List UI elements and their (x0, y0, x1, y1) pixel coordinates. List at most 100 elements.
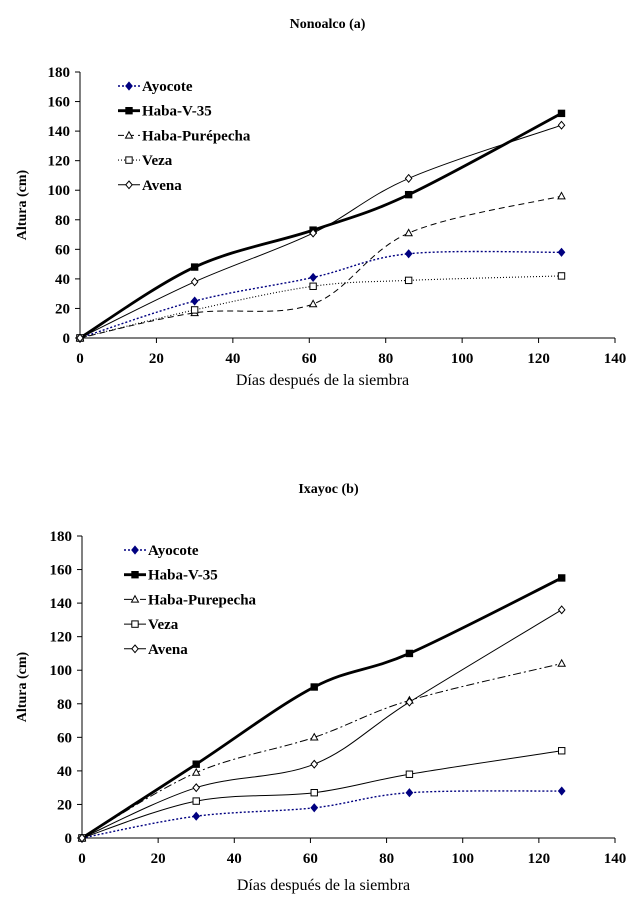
data-point (308, 299, 318, 308)
legend-label: Haba-Purépecha (142, 128, 251, 144)
data-point (557, 247, 566, 257)
data-point (192, 797, 200, 805)
series-line (79, 275, 562, 339)
legend-marker (125, 81, 133, 91)
data-point (310, 759, 319, 769)
series-haba-v-35 (78, 574, 566, 842)
legend-marker (131, 644, 139, 654)
data-point (309, 282, 317, 290)
data-point (310, 803, 319, 813)
data-point (557, 120, 566, 130)
data-point (309, 272, 317, 282)
data-point (309, 732, 319, 741)
chart-nonoalco: Nonoalco (a) 0 20 40 60 80 100 120 140 160 180 0 20 4… (15, 17, 626, 389)
chart-title: Nonoalco (a) (290, 17, 366, 32)
legend-label: Ayocote (142, 79, 193, 95)
x-tick-label: 120 (527, 351, 550, 367)
legend-item: Veza (118, 153, 173, 169)
y-axis-title: Altura (cm) (15, 169, 30, 240)
data-point (310, 683, 318, 691)
legend-marker (131, 620, 139, 628)
x-tick-label: 100 (451, 351, 474, 367)
series-haba-v-35 (76, 109, 566, 342)
y-tick-label: 140 (48, 124, 71, 140)
x-tick-label: 20 (151, 851, 166, 867)
chart-ixayoc: Ixayoc (b) 0 20 40 60 80 100 120 140 160 180 0 20 40 6… (15, 482, 626, 894)
series-avena (78, 605, 566, 843)
x-tick-label: 100 (451, 851, 474, 867)
data-point (404, 228, 413, 237)
data-point (558, 574, 566, 582)
data-point (557, 786, 566, 796)
legend-item: Haba-Purepecha (124, 592, 257, 608)
y-tick-label: 100 (48, 183, 71, 199)
series-ayocote (76, 247, 566, 343)
data-point (192, 760, 200, 768)
legend-label: Haba-Purepecha (148, 592, 257, 608)
y-tick-label: 120 (48, 154, 71, 170)
data-point (78, 833, 86, 843)
series-line (79, 112, 563, 340)
y-tick-label: 160 (50, 563, 73, 579)
data-point (309, 228, 317, 238)
y-tick-label: 100 (50, 663, 73, 679)
x-tick-label: 120 (528, 851, 551, 867)
legend-label: Avena (142, 178, 182, 194)
y-axis-title: Altura (cm) (15, 651, 30, 722)
series-veza (76, 272, 566, 342)
data-point (557, 109, 566, 118)
legend-item: Avena (124, 642, 188, 658)
legend-marker (130, 594, 140, 603)
data-point (190, 296, 199, 306)
series-line (79, 195, 562, 339)
legend-item: Avena (118, 178, 182, 194)
legend-label: Avena (148, 642, 188, 658)
x-axis-title: Días después de la siembra (237, 877, 410, 894)
y-tick-label: 40 (55, 272, 70, 288)
x-tick-label: 20 (149, 351, 164, 367)
legend-marker (125, 156, 133, 164)
data-point (558, 747, 566, 755)
chart-title: Ixayoc (b) (298, 482, 359, 497)
data-point (192, 811, 201, 821)
data-point (190, 263, 199, 271)
x-tick-label: 0 (76, 351, 84, 367)
legend-label: Veza (148, 617, 179, 633)
y-tick-label: 80 (55, 213, 70, 229)
legend-marker (125, 107, 133, 115)
data-point (190, 277, 199, 287)
data-point (310, 789, 318, 797)
data-point (557, 658, 567, 667)
x-tick-label: 80 (378, 351, 393, 367)
series-line (79, 250, 562, 339)
y-tick-label: 20 (57, 797, 72, 813)
y-tick-label: 160 (48, 95, 71, 111)
y-tick-label: 180 (48, 65, 71, 81)
legend: Ayocote Haba-V-35 Haba-Purépecha Veza Avena (118, 79, 251, 194)
data-point (405, 788, 414, 798)
legend-label: Haba-V-35 (148, 568, 218, 584)
data-point (404, 249, 413, 259)
data-point (405, 649, 414, 658)
legend-item: Haba-Purépecha (118, 128, 251, 144)
data-point (191, 767, 201, 776)
x-tick-label: 60 (303, 851, 318, 867)
data-point (405, 697, 414, 707)
legend-label: Ayocote (148, 543, 199, 559)
x-tick-label: 0 (78, 851, 86, 867)
y-tick-label: 120 (50, 630, 73, 646)
x-tick-label: 140 (604, 851, 627, 867)
y-tick-label: 80 (57, 697, 72, 713)
legend-label: Haba-V-35 (142, 104, 212, 120)
series-line (81, 790, 562, 839)
legend-marker (124, 130, 134, 139)
y-tick-label: 140 (50, 596, 73, 612)
x-tick-label: 80 (379, 851, 394, 867)
y-tick-label: 60 (55, 242, 70, 258)
series-line (81, 663, 562, 839)
series-haba-purepecha (75, 191, 566, 342)
y-tick-label: 180 (50, 529, 73, 545)
y-tick-label: 0 (63, 331, 71, 347)
data-point (192, 783, 201, 793)
